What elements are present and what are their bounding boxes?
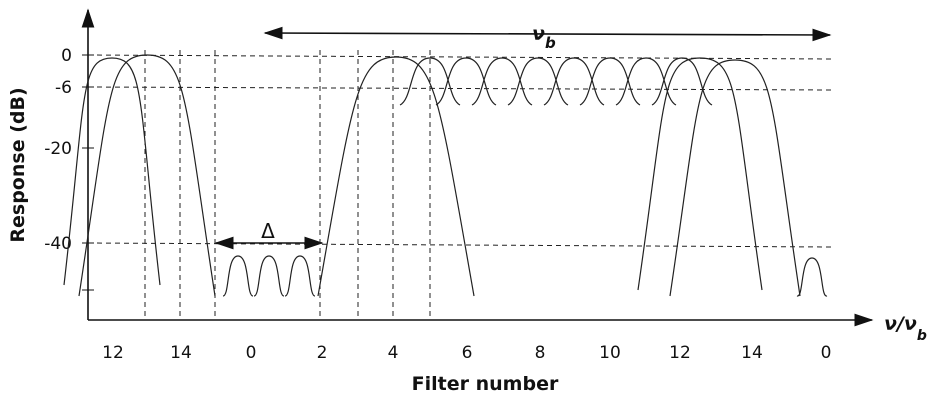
filter-response [284, 255, 316, 297]
bandwidth-arrow [263, 26, 832, 42]
x-tick-label: 12 [669, 343, 691, 363]
x-axis-label: Filter number [412, 373, 559, 395]
bandwidth-label: νb [532, 23, 556, 52]
filter-response [796, 257, 828, 297]
guide-line [87, 242, 833, 248]
x-axis-end-label: ν/νb [884, 313, 927, 344]
x-tick-label: 6 [462, 343, 473, 363]
axes [81, 8, 874, 327]
x-tick-label: 12 [102, 343, 124, 363]
x-tick-label: 2 [317, 343, 328, 363]
guides [87, 54, 833, 248]
filter-response [507, 57, 569, 106]
y-axis-label: Response (dB) [7, 87, 29, 242]
x-tick-label: 0 [246, 343, 257, 363]
filter-response [579, 57, 641, 106]
filter-response [78, 54, 216, 297]
y-tick-label: -40 [44, 234, 72, 254]
x-tick-label: 14 [741, 343, 763, 363]
filter-response [471, 57, 533, 106]
x-tick-label: 14 [170, 343, 192, 363]
filter-response [399, 57, 461, 106]
filter-response [651, 57, 713, 106]
filter-response [317, 56, 475, 297]
filter-response [222, 255, 254, 297]
y-tick-label: -20 [44, 139, 72, 159]
filter-response [543, 57, 605, 106]
filter-response [435, 57, 497, 106]
x-tick-label: 10 [599, 343, 621, 363]
filter-response [669, 59, 801, 297]
guide-line [87, 54, 833, 60]
spacing-label: Δ [261, 219, 275, 243]
filter-response [637, 57, 763, 291]
x-tick-label: 4 [388, 343, 399, 363]
filter-response [615, 57, 677, 106]
y-tick-label: 0 [61, 46, 72, 66]
filter-response [63, 57, 161, 286]
filter-response [253, 255, 285, 297]
guide-line [87, 86, 833, 91]
y-tick-label: -6 [55, 78, 72, 98]
x-tick-label: 0 [821, 343, 832, 363]
x-tick-label: 8 [535, 343, 546, 363]
